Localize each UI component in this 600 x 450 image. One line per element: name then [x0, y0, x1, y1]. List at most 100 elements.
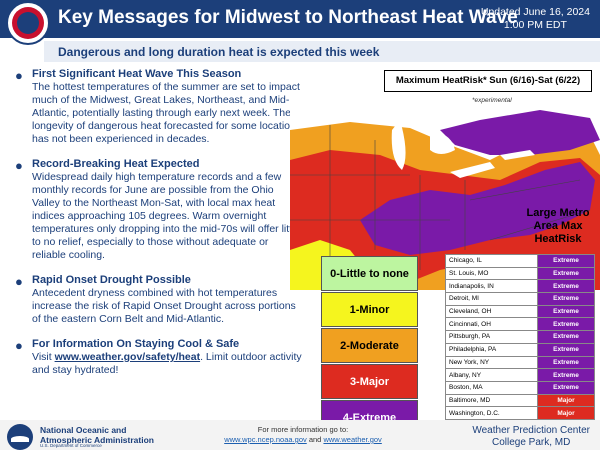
metro-risk: Extreme — [537, 368, 595, 382]
message-heading: Rapid Onset Drought Possible — [32, 274, 191, 286]
metro-row: Cincinnati, OH Extreme — [445, 317, 595, 332]
lake-erie — [450, 162, 495, 178]
bullet-icon: ● — [15, 338, 23, 353]
wpc-link[interactable]: www.wpc.ncep.noaa.gov — [224, 435, 307, 444]
wpc-name: Weather Prediction Center — [472, 425, 590, 436]
metro-risk: Extreme — [537, 304, 595, 319]
subtitle: Dangerous and long duration heat is expe… — [58, 45, 380, 59]
metro-city: Cincinnati, OH — [445, 317, 538, 332]
heatrisk-legend: 0-Little to none 1-Minor 2-Moderate 3-Ma… — [321, 256, 418, 436]
metro-title: Large Metro Area Max HeatRisk — [526, 207, 590, 245]
message-heading: Record-Breaking Heat Expected — [32, 158, 200, 170]
more-info: For more information go to: www.wpc.ncep… — [218, 425, 388, 445]
and-text: and — [306, 435, 324, 444]
metro-city: Chicago, IL — [445, 254, 538, 268]
metro-row: Boston, MA Extreme — [445, 380, 595, 395]
bullet-icon: ● — [15, 68, 23, 83]
metro-risk: Extreme — [537, 317, 595, 332]
message-3: ● Rapid Onset Drought Possible Anteceden… — [12, 274, 302, 326]
metro-row: Philadelphia, PA Extreme — [445, 342, 595, 357]
metro-row: Cleveland, OH Extreme — [445, 304, 595, 319]
weather-gov-link[interactable]: www.weather.gov — [323, 435, 382, 444]
lake-superior — [420, 108, 490, 122]
noaa-name: National Oceanic and Atmospheric Adminis… — [40, 425, 154, 445]
safety-link[interactable]: www.weather.gov/safety/heat — [54, 351, 201, 363]
message-heading: First Significant Heat Wave This Season — [32, 68, 242, 80]
map-note: *experimental — [472, 97, 512, 104]
metro-risk: Extreme — [537, 342, 595, 357]
wpc-location: College Park, MD — [491, 437, 571, 448]
message-text: Widespread daily high temperature record… — [32, 171, 301, 261]
noaa-dept: U.S. Department of Commerce — [40, 443, 102, 448]
bullet-icon: ● — [15, 158, 23, 173]
message-2: ● Record-Breaking Heat Expected Widespre… — [12, 158, 302, 262]
extreme-region-north — [440, 110, 600, 155]
metro-row: Detroit, MI Extreme — [445, 292, 595, 306]
metro-city: New York, NY — [445, 355, 538, 370]
page-title: Key Messages for Midwest to Northeast He… — [58, 7, 518, 28]
metro-risk: Extreme — [537, 355, 595, 370]
metro-city: St. Louis, MO — [445, 266, 538, 281]
metro-risk: Extreme — [537, 279, 595, 294]
noaa-name-line1: National Oceanic and — [40, 425, 127, 435]
metro-city: Baltimore, MD — [445, 393, 538, 408]
metro-city: Cleveland, OH — [445, 304, 538, 319]
metro-row: Pittsburgh, PA Extreme — [445, 330, 595, 344]
metro-risk: Major — [537, 406, 595, 420]
metro-risk: Extreme — [537, 266, 595, 281]
message-1: ● First Significant Heat Wave This Seaso… — [12, 68, 302, 146]
wpc-credit: Weather Prediction Center College Park, … — [472, 425, 590, 449]
noaa-logo — [7, 424, 33, 450]
message-heading: For Information On Staying Cool & Safe — [32, 338, 240, 350]
message-4: ● For Information On Staying Cool & Safe… — [12, 338, 302, 377]
message-text: Visit www.weather.gov/safety/heat. Limit… — [32, 351, 302, 377]
map-title: Maximum HeatRisk* Sun (6/16)-Sat (6/22) — [384, 70, 592, 92]
metro-row: Indianapolis, IN Extreme — [445, 279, 595, 294]
metro-row: Albany, NY Extreme — [445, 368, 595, 382]
metro-row: St. Louis, MO Extreme — [445, 266, 595, 281]
metro-row: Washington, D.C. Major — [445, 406, 595, 420]
nws-logo-core — [17, 12, 39, 34]
nws-logo — [6, 1, 50, 45]
more-info-links: www.wpc.ncep.noaa.gov and www.weather.go… — [218, 435, 388, 445]
noaa-logo-wave — [11, 436, 29, 442]
subtitle-bar: Dangerous and long duration heat is expe… — [44, 41, 600, 62]
extreme-region — [360, 162, 595, 255]
metro-city: Albany, NY — [445, 368, 538, 382]
header-bar: Key Messages for Midwest to Northeast He… — [0, 0, 600, 38]
metro-risk: Major — [537, 393, 595, 408]
footer — [0, 420, 600, 450]
metro-risk: Extreme — [537, 292, 595, 306]
metro-risk: Extreme — [537, 380, 595, 395]
metro-row: Baltimore, MD Major — [445, 393, 595, 408]
more-info-label: For more information go to: — [257, 425, 349, 434]
metro-city: Boston, MA — [445, 380, 538, 395]
updated-date: Updated June 16, 2024 — [480, 6, 590, 18]
metro-row: New York, NY Extreme — [445, 355, 595, 370]
metro-city: Detroit, MI — [445, 292, 538, 306]
lake-huron — [430, 134, 455, 154]
metro-city: Washington, D.C. — [445, 406, 538, 420]
metro-risk: Extreme — [537, 330, 595, 344]
message-text-post: . Limit outdoor activity and stay hydrat… — [32, 351, 302, 376]
legend-item-moderate: 2-Moderate — [321, 328, 418, 363]
message-text: Antecedent dryness combined with hot tem… — [32, 287, 296, 325]
updated-time: 1:00 PM EDT — [503, 19, 567, 31]
lake-ontario — [500, 150, 535, 160]
noaa-name-line2: Atmospheric Administration — [40, 435, 154, 445]
metro-city: Pittsburgh, PA — [445, 330, 538, 344]
metro-city: Indianapolis, IN — [445, 279, 538, 294]
bullet-icon: ● — [15, 274, 23, 289]
legend-item-major: 3-Major — [321, 364, 418, 399]
updated-timestamp: Updated June 16, 2024 1:00 PM EDT — [481, 6, 590, 32]
key-messages: ● First Significant Heat Wave This Seaso… — [12, 68, 302, 389]
metro-city: Philadelphia, PA — [445, 342, 538, 357]
legend-item-little: 0-Little to none — [321, 256, 418, 291]
lake-michigan — [391, 120, 406, 170]
metro-row: Chicago, IL Extreme — [445, 254, 595, 268]
legend-item-minor: 1-Minor — [321, 292, 418, 327]
message-text: The hottest temperatures of the summer a… — [32, 81, 302, 145]
message-text-pre: Visit — [32, 351, 55, 363]
metro-risk: Extreme — [537, 254, 595, 268]
metro-table: Chicago, IL Extreme St. Louis, MO Extreme In… — [445, 254, 595, 420]
